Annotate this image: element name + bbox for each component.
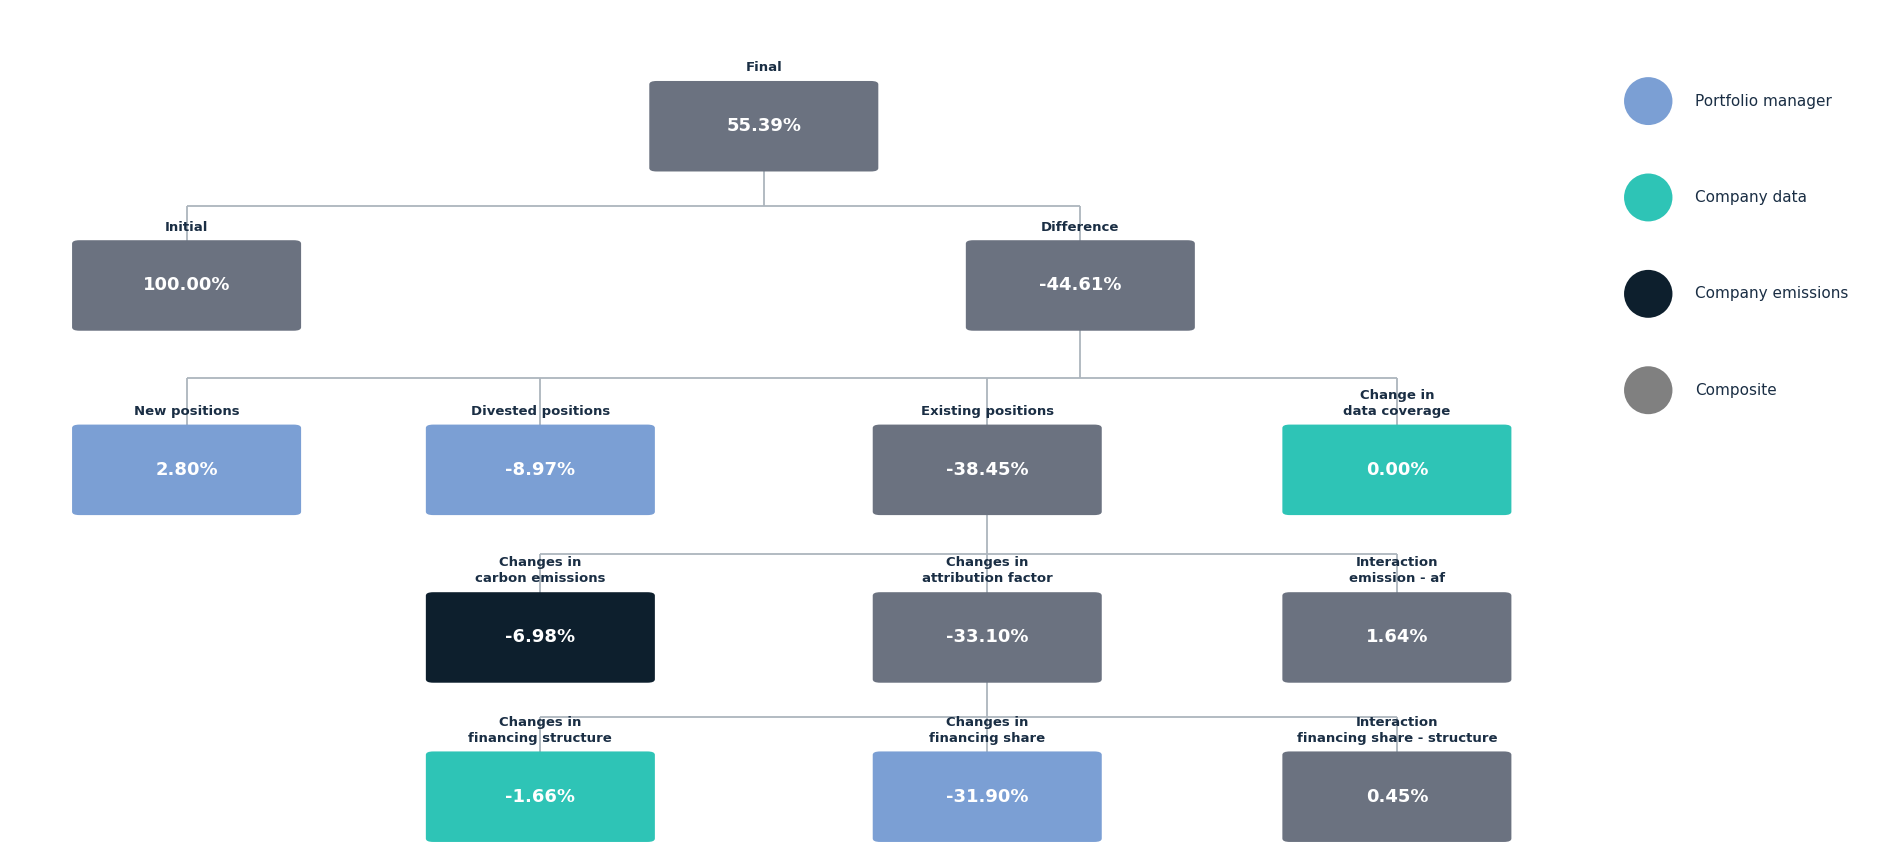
Text: Company data: Company data	[1695, 190, 1807, 205]
FancyBboxPatch shape	[965, 240, 1195, 331]
Text: Existing positions: Existing positions	[922, 405, 1054, 418]
Text: Divested positions: Divested positions	[471, 405, 610, 418]
Text: Interaction
financing share - structure: Interaction financing share - structure	[1296, 715, 1497, 745]
FancyBboxPatch shape	[1282, 592, 1510, 683]
Text: 55.39%: 55.39%	[726, 118, 802, 136]
Text: Changes in
financing structure: Changes in financing structure	[469, 715, 612, 745]
Text: 0.00%: 0.00%	[1366, 461, 1429, 479]
Text: Final: Final	[745, 61, 783, 74]
Text: Composite: Composite	[1695, 383, 1776, 397]
Text: -1.66%: -1.66%	[505, 788, 576, 806]
Text: Initial: Initial	[165, 220, 209, 233]
FancyBboxPatch shape	[1282, 424, 1510, 515]
Text: New positions: New positions	[133, 405, 239, 418]
FancyBboxPatch shape	[72, 424, 300, 515]
Ellipse shape	[1624, 174, 1672, 221]
Text: Portfolio manager: Portfolio manager	[1695, 93, 1832, 109]
FancyBboxPatch shape	[650, 81, 878, 171]
Text: Changes in
financing share: Changes in financing share	[929, 715, 1045, 745]
FancyBboxPatch shape	[872, 752, 1102, 842]
Text: -31.90%: -31.90%	[946, 788, 1028, 806]
Text: Changes in
carbon emissions: Changes in carbon emissions	[475, 556, 606, 586]
Text: 100.00%: 100.00%	[142, 276, 230, 295]
Text: Interaction
emission - af: Interaction emission - af	[1349, 556, 1444, 586]
Text: 2.80%: 2.80%	[156, 461, 218, 479]
Text: 1.64%: 1.64%	[1366, 628, 1429, 646]
FancyBboxPatch shape	[872, 424, 1102, 515]
Ellipse shape	[1624, 270, 1672, 318]
FancyBboxPatch shape	[72, 240, 300, 331]
Ellipse shape	[1624, 366, 1672, 414]
FancyBboxPatch shape	[426, 424, 656, 515]
Text: -44.61%: -44.61%	[1039, 276, 1121, 295]
Text: 0.45%: 0.45%	[1366, 788, 1429, 806]
Text: Change in
data coverage: Change in data coverage	[1343, 389, 1450, 418]
Text: Difference: Difference	[1041, 220, 1119, 233]
FancyBboxPatch shape	[1282, 752, 1510, 842]
Text: -33.10%: -33.10%	[946, 628, 1028, 646]
Text: -38.45%: -38.45%	[946, 461, 1028, 479]
Text: Changes in
attribution factor: Changes in attribution factor	[922, 556, 1053, 586]
FancyBboxPatch shape	[426, 752, 656, 842]
FancyBboxPatch shape	[872, 592, 1102, 683]
Text: Company emissions: Company emissions	[1695, 286, 1849, 302]
FancyBboxPatch shape	[426, 592, 656, 683]
Text: -8.97%: -8.97%	[505, 461, 576, 479]
Text: -6.98%: -6.98%	[505, 628, 576, 646]
Ellipse shape	[1624, 77, 1672, 125]
